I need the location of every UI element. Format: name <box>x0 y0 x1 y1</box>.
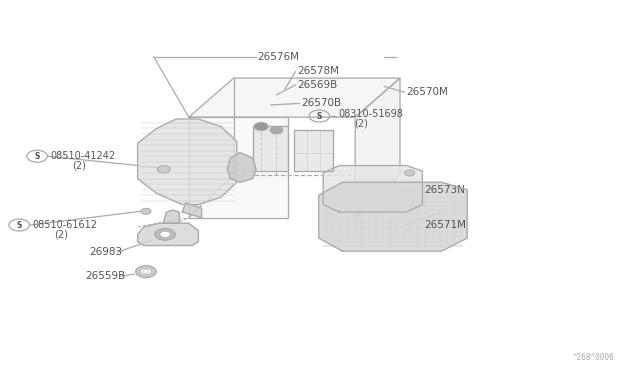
Polygon shape <box>189 78 400 117</box>
Text: 26571M: 26571M <box>424 220 467 230</box>
Text: S: S <box>317 112 322 121</box>
Text: 08310-51698: 08310-51698 <box>338 109 403 119</box>
Polygon shape <box>253 126 288 171</box>
Circle shape <box>160 231 170 237</box>
Text: (2): (2) <box>54 230 68 239</box>
Text: 26983: 26983 <box>90 247 123 257</box>
Polygon shape <box>294 130 333 171</box>
Polygon shape <box>182 203 202 218</box>
Text: (2): (2) <box>355 119 369 128</box>
Text: 26569B: 26569B <box>298 80 338 90</box>
Circle shape <box>157 166 170 173</box>
Polygon shape <box>355 78 400 218</box>
Text: 26578M: 26578M <box>298 67 340 76</box>
Text: 26576M: 26576M <box>257 52 300 61</box>
Polygon shape <box>189 117 288 218</box>
Polygon shape <box>319 182 467 251</box>
Text: 26570M: 26570M <box>406 87 448 97</box>
Text: S: S <box>17 221 22 230</box>
Text: 26570B: 26570B <box>301 99 341 108</box>
Text: S: S <box>35 152 40 161</box>
Circle shape <box>136 266 156 278</box>
Circle shape <box>155 228 175 240</box>
Polygon shape <box>138 223 198 246</box>
Text: 26573N: 26573N <box>424 185 465 195</box>
Polygon shape <box>138 119 237 205</box>
Polygon shape <box>227 153 256 182</box>
Polygon shape <box>323 166 422 212</box>
Circle shape <box>404 170 415 176</box>
Text: (2): (2) <box>72 161 86 170</box>
Text: ^268^0006: ^268^0006 <box>573 353 614 362</box>
Text: 08510-61612: 08510-61612 <box>32 220 97 230</box>
Text: 08510-41242: 08510-41242 <box>50 151 115 161</box>
Circle shape <box>270 126 283 134</box>
Polygon shape <box>163 210 179 223</box>
Circle shape <box>140 268 152 275</box>
Circle shape <box>254 122 268 131</box>
Text: 26559B: 26559B <box>85 271 125 281</box>
Circle shape <box>141 208 151 214</box>
